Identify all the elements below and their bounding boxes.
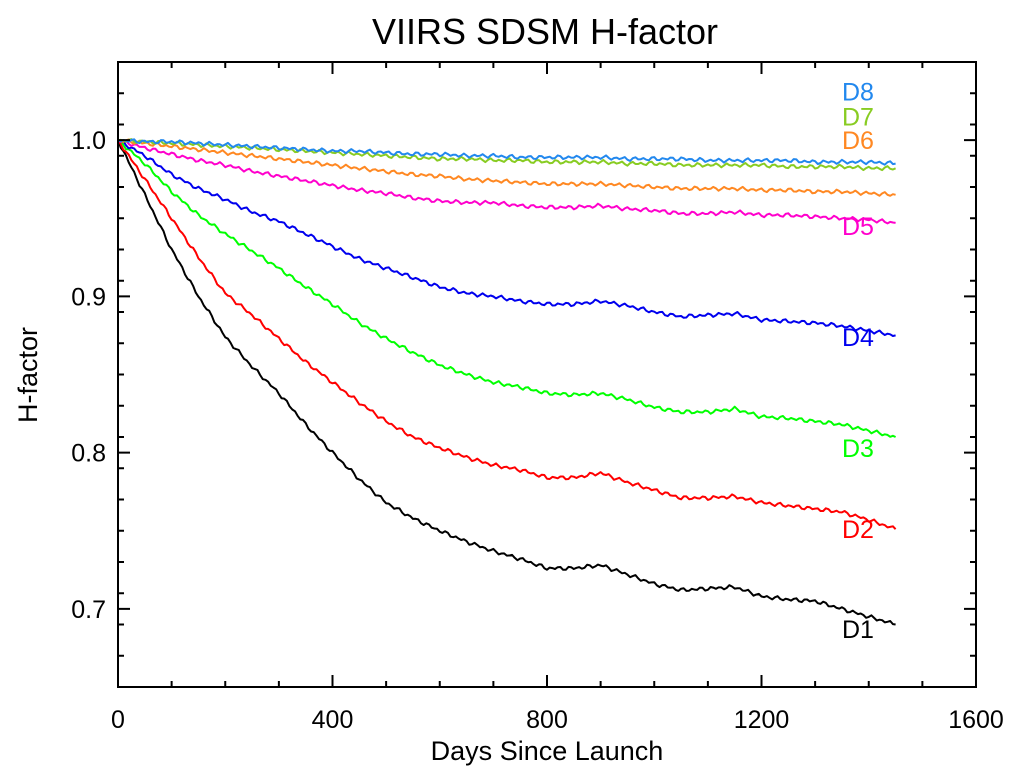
y-tick-label: 0.9: [71, 283, 106, 311]
series-line-d2: [117, 139, 897, 530]
plot-frame: [117, 61, 977, 688]
series-label-d5: D5: [842, 213, 874, 241]
x-tick-label: 1200: [734, 706, 790, 734]
plot-lines: [117, 138, 897, 626]
series-line-d5: [117, 139, 896, 225]
series-line-d3: [117, 139, 897, 438]
chart-title: VIIRS SDSM H-factor: [372, 11, 718, 52]
series-label-d2: D2: [842, 516, 874, 544]
y-tick-label: 0.7: [71, 596, 106, 624]
series-line-d4: [117, 139, 896, 337]
y-tick-label: 1.0: [71, 127, 106, 155]
series-line-d6: [117, 138, 896, 197]
y-tick-label: 0.8: [71, 440, 106, 468]
x-tick-label: 400: [312, 706, 354, 734]
series-label-d3: D3: [842, 435, 874, 463]
x-tick-label: 1600: [948, 706, 1004, 734]
series-line-d8: [117, 138, 896, 166]
series-line-d7: [117, 138, 897, 172]
y-axis-label: H-factor: [13, 327, 43, 423]
series-label-d6: D6: [842, 127, 874, 155]
x-tick-label: 800: [526, 706, 568, 734]
x-tick-label: 0: [111, 706, 125, 734]
series-label-d1: D1: [842, 616, 874, 644]
x-axis-label: Days Since Launch: [431, 736, 664, 766]
series-label-d4: D4: [842, 324, 874, 352]
axis-ticks: [117, 62, 977, 687]
series-label-d7: D7: [842, 104, 874, 132]
series-line-d1: [117, 139, 896, 626]
tick-labels: 0 400 800 1200 1600 0.7 0.8 0.9 1.0: [71, 127, 1004, 734]
series-label-d8: D8: [842, 79, 874, 107]
